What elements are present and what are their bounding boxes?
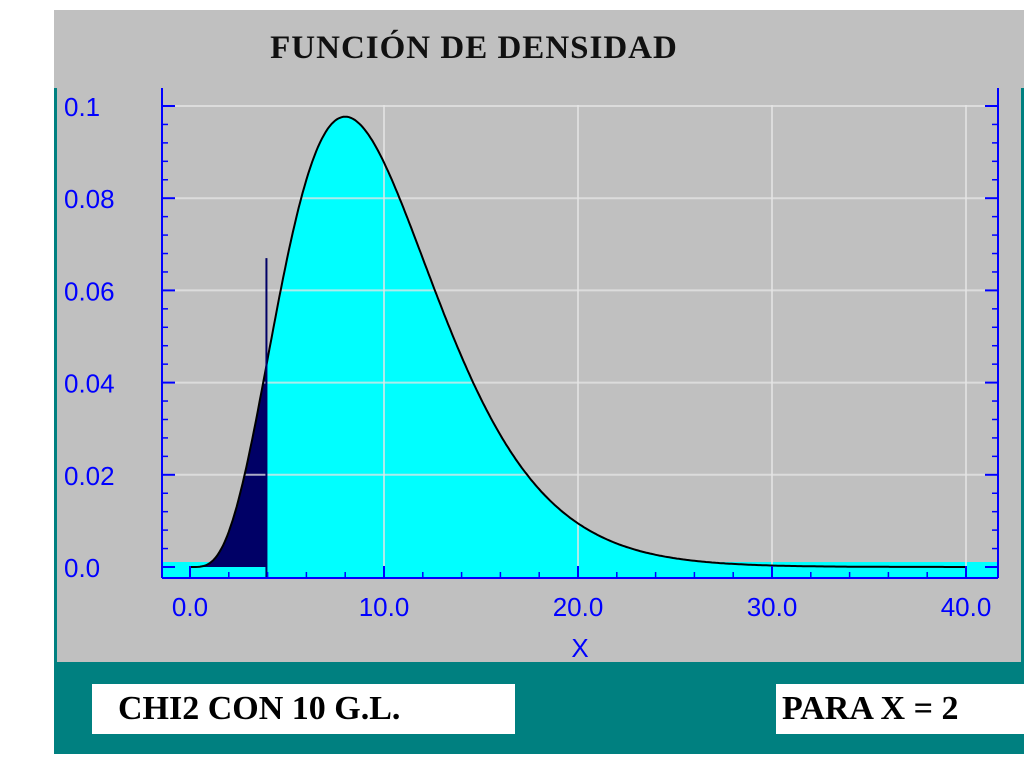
right-border [1021, 88, 1024, 662]
x-tick-label: 10.0 [359, 592, 410, 622]
chart-title: FUNCIÓN DE DENSIDAD [270, 30, 678, 66]
distribution-label: CHI2 CON 10 G.L. [92, 684, 515, 734]
y-tick-label: 0.08 [64, 184, 115, 214]
density-curve [190, 115, 966, 568]
y-tick-label: 0.04 [64, 369, 115, 399]
left-border [54, 88, 57, 662]
y-tick-label: 0.02 [64, 461, 115, 491]
tick-labels: 0.0 0.02 0.04 0.06 0.08 0.1 0.0 10.0 20.0 30.0 40.… [64, 92, 991, 663]
x-tick-label: 40.0 [941, 592, 992, 622]
x-tick-label: 30.0 [747, 592, 798, 622]
axes [161, 88, 999, 579]
x-tick-label: 0.0 [172, 592, 208, 622]
y-tick-label: 0.0 [64, 553, 100, 583]
y-tick-label: 0.1 [64, 92, 100, 122]
density-area [162, 116, 998, 578]
x-axis-label: X [571, 633, 588, 663]
shaded-area [190, 369, 267, 567]
value-label: PARA X = 2 [776, 684, 1024, 734]
x-tick-label: 20.0 [553, 592, 604, 622]
grid-lines [162, 105, 998, 567]
y-tick-label: 0.06 [64, 276, 115, 306]
footer-bar: CHI2 CON 10 G.L. PARA X = 2 [54, 662, 1024, 754]
